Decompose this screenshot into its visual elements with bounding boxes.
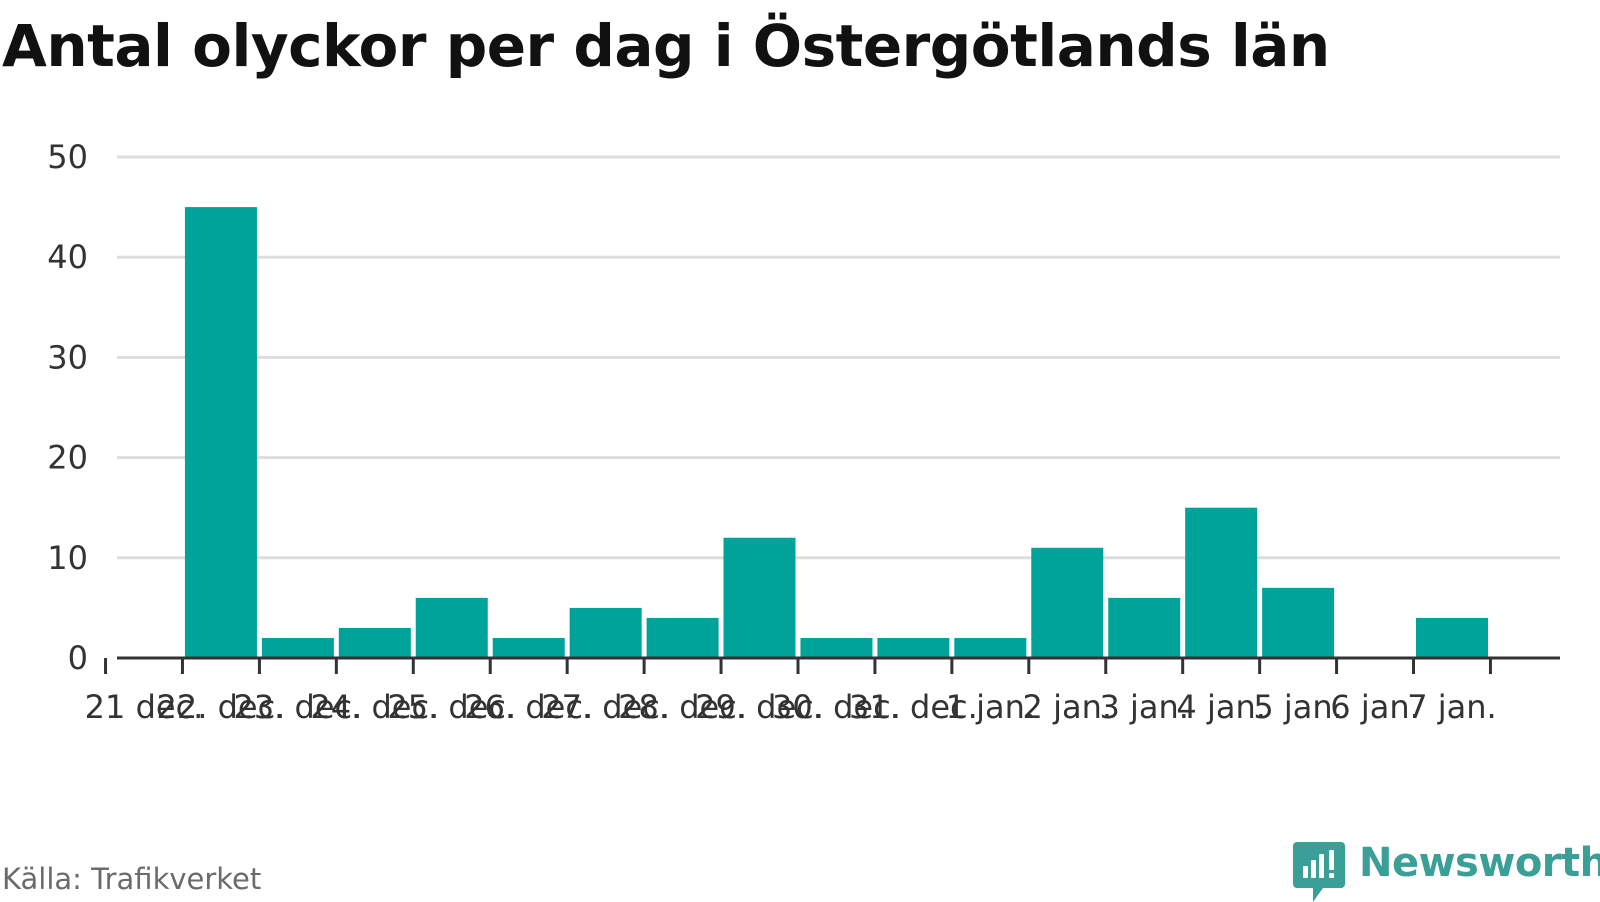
chart-title: Antal olyckor per dag i Östergötlands lä…: [2, 12, 1330, 80]
source-note: Källa: Trafikverket: [2, 862, 262, 896]
bar: [646, 617, 719, 658]
bar: [723, 537, 796, 658]
x-tick-label: 5 jan.: [1253, 688, 1342, 726]
brand-name: Newsworthy: [1359, 840, 1600, 886]
bar: [569, 607, 642, 658]
y-tick-label: 50: [47, 138, 88, 176]
x-tick-label: 3 jan.: [1099, 688, 1188, 726]
bar: [1031, 547, 1104, 658]
x-tick-label: 22. dec.: [157, 688, 286, 726]
bar: [184, 207, 257, 658]
x-tick-labels: 21 dec.22. dec.23. dec.24. dec.25. dec.2…: [85, 688, 1497, 726]
x-tick-label: 30. dec.: [772, 688, 901, 726]
grid-lines: [117, 155, 1560, 560]
y-tick-label: 30: [47, 338, 88, 376]
bar: [415, 597, 488, 658]
x-ticks: [104, 658, 1492, 674]
x-tick-label: 7 jan.: [1407, 688, 1496, 726]
x-tick-label: 4 jan.: [1176, 688, 1265, 726]
newsworthy-logo-icon: [1293, 842, 1345, 902]
bar: [492, 637, 565, 658]
x-tick-label: 1 jan.: [946, 688, 1035, 726]
bar: [800, 637, 873, 658]
y-tick-label: 10: [47, 539, 88, 577]
bar: [1185, 507, 1258, 658]
y-tick-labels: 0 10 20 30 40 50: [47, 138, 88, 677]
bars: [184, 207, 1488, 658]
bar: [1415, 617, 1488, 658]
bar: [338, 627, 411, 658]
brand-logo[interactable]: Newsworthy: [1293, 840, 1600, 902]
bar: [1108, 597, 1181, 658]
x-tick-label: 24. dec.: [310, 688, 439, 726]
y-tick-label: 40: [47, 238, 88, 276]
bar: [954, 637, 1027, 658]
x-tick-label: 25. dec.: [387, 688, 516, 726]
bar: [877, 637, 950, 658]
x-tick-label: 28. dec.: [618, 688, 747, 726]
x-tick-label: 26. dec.: [464, 688, 593, 726]
x-tick-label: 29. dec.: [695, 688, 824, 726]
x-tick-label: 27. dec.: [541, 688, 670, 726]
y-tick-label: 0: [68, 639, 88, 677]
y-tick-label: 20: [47, 439, 88, 477]
x-tick-label: 23. dec.: [233, 688, 362, 726]
bar: [1262, 587, 1335, 658]
bar: [261, 637, 334, 658]
x-tick-label: 2 jan.: [1023, 688, 1112, 726]
x-tick-label: 31. dec.: [849, 688, 978, 726]
x-tick-label: 21 dec.: [85, 688, 204, 726]
x-tick-label: 6 jan.: [1330, 688, 1419, 726]
